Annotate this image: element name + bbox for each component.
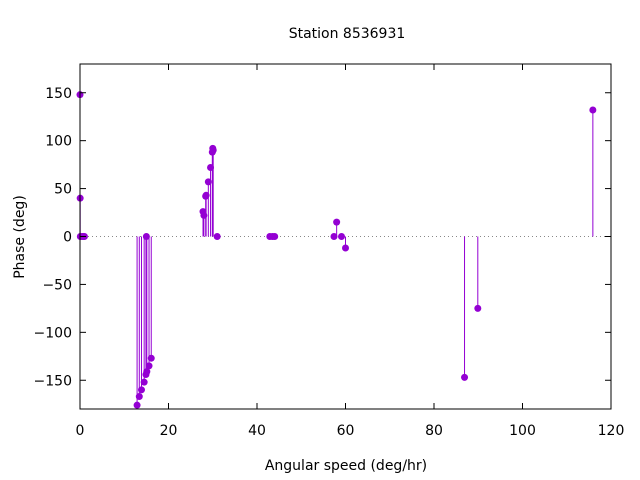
data-point — [140, 378, 148, 386]
y-tick-label: −50 — [42, 277, 72, 293]
x-tick-label: 40 — [248, 423, 266, 439]
data-point — [589, 106, 597, 114]
data-point — [147, 354, 155, 362]
data-point — [133, 401, 141, 409]
data-point — [207, 164, 215, 171]
data-point — [200, 211, 208, 219]
data-point — [474, 304, 482, 312]
y-tick-label: 50 — [54, 182, 72, 198]
data-point — [333, 218, 341, 226]
data-point — [338, 233, 346, 240]
data-point — [143, 368, 151, 376]
x-axis-label: Angular speed (deg/hr) — [265, 458, 427, 474]
data-point — [213, 233, 221, 240]
chart-title: Station 8536931 — [289, 26, 406, 42]
data-point — [209, 146, 217, 154]
x-tick-label: 120 — [598, 423, 625, 439]
x-tick-label: 20 — [160, 423, 178, 439]
x-tick-label: 60 — [337, 423, 355, 439]
y-tick-label: −150 — [34, 373, 72, 389]
y-tick-label: 100 — [45, 134, 72, 150]
data-point — [204, 178, 212, 186]
data-point — [461, 373, 469, 381]
data-point — [271, 233, 279, 240]
tick-layer: 0 20 40 60 80 100 120 −150 −100 −50 0 50 100 150 — [34, 64, 625, 439]
y-axis-label: Phase (deg) — [12, 195, 28, 279]
data-point — [202, 191, 210, 199]
x-tick-label: 80 — [425, 423, 443, 439]
data-point — [138, 386, 146, 394]
x-tick-label: 0 — [76, 423, 85, 439]
data-point — [142, 233, 150, 240]
data-point — [145, 362, 153, 370]
y-tick-label: 150 — [45, 86, 72, 102]
impulse-layer — [79, 94, 594, 406]
y-tick-label: 0 — [63, 230, 72, 246]
data-point — [330, 233, 338, 240]
x-tick-label: 100 — [509, 423, 536, 439]
y-tick-label: −100 — [34, 325, 72, 341]
data-point — [135, 393, 143, 401]
point-layer — [76, 91, 597, 409]
data-point — [342, 244, 349, 252]
